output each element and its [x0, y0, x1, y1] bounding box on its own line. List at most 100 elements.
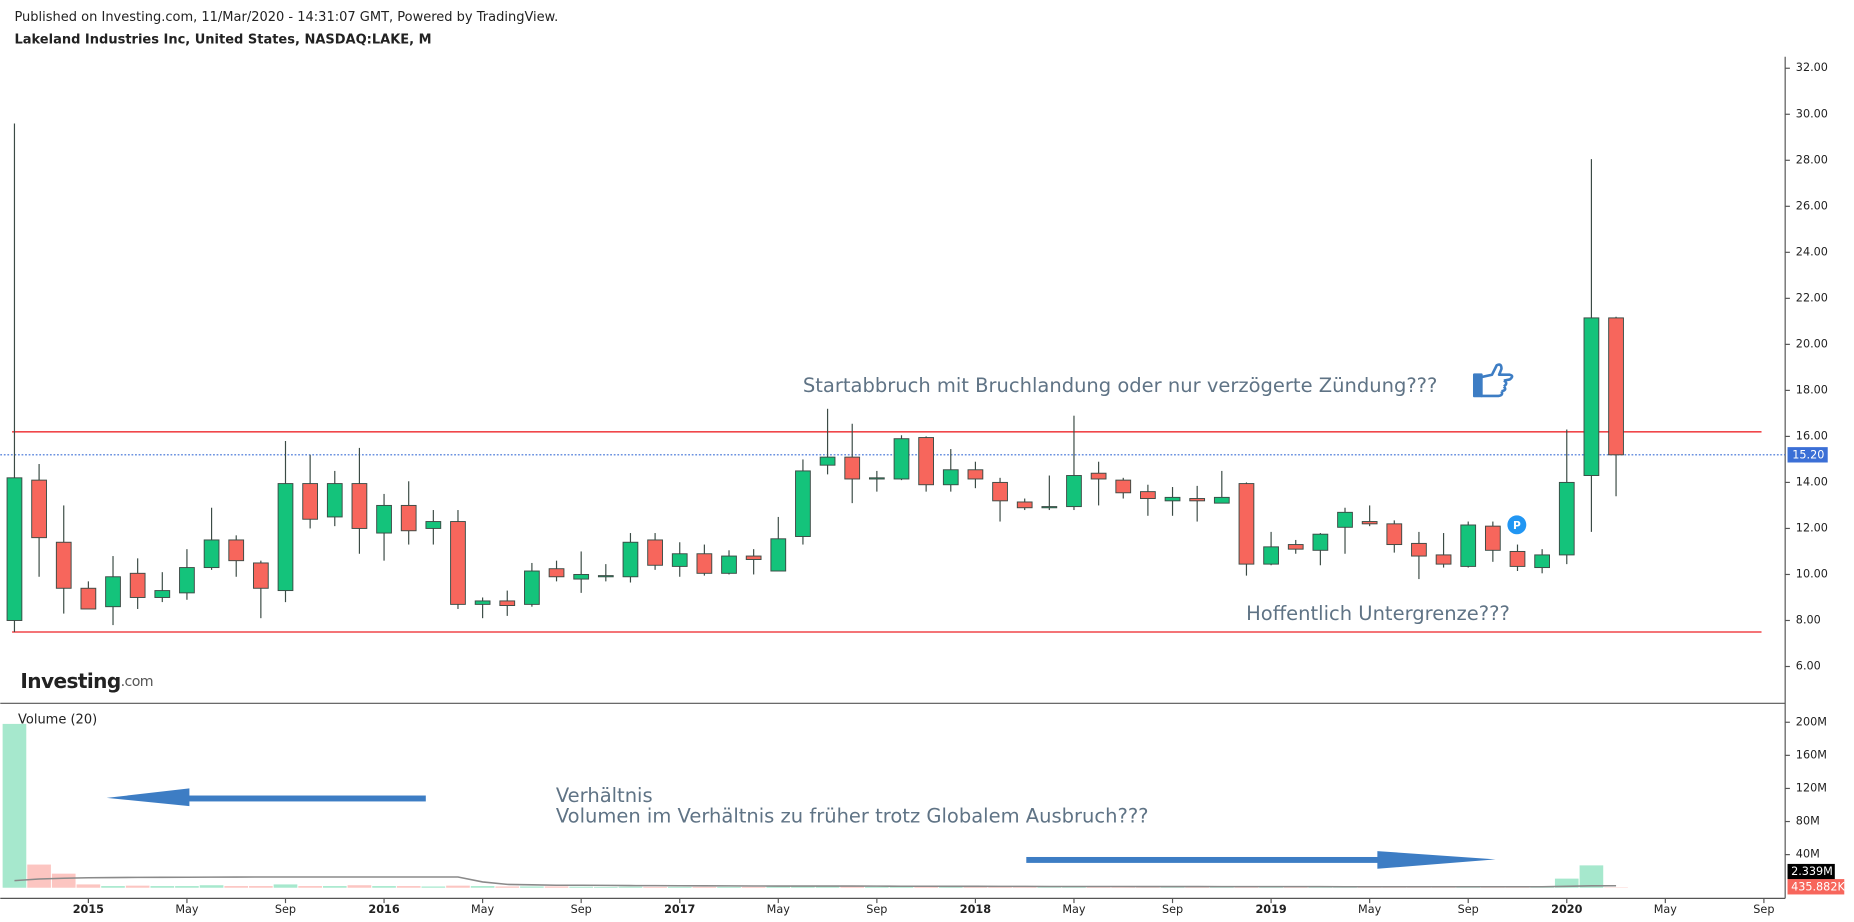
- y-tick-label: 22.00: [1796, 291, 1828, 304]
- volume-bar: [667, 886, 692, 888]
- candle-body: [1583, 317, 1600, 476]
- y-tick-label: 40M: [1796, 848, 1820, 861]
- candle-body: [1263, 546, 1279, 565]
- candle-body: [548, 568, 565, 578]
- y-tick-label: 8.00: [1796, 613, 1821, 626]
- candle-body: [1534, 554, 1550, 569]
- volume-bar: [593, 886, 618, 888]
- annotation: Startabbruch mit Bruchlandung oder nur v…: [803, 374, 1437, 397]
- candle-body: [573, 573, 590, 580]
- volume-ma-line: [14, 876, 1617, 888]
- candle-body: [252, 562, 269, 589]
- volume-bar: [815, 886, 840, 888]
- candle-body: [105, 576, 121, 608]
- candle-body: [129, 572, 146, 598]
- volume-bar: [1160, 887, 1185, 888]
- volume-bar: [470, 886, 495, 888]
- x-tick-label: 2016: [368, 903, 399, 916]
- y-tick-label: 160M: [1796, 748, 1827, 761]
- volume-bar: [938, 886, 963, 888]
- candle-body: [597, 575, 614, 578]
- volume-bar: [199, 885, 224, 888]
- y-tick-label: 10.00: [1796, 567, 1828, 580]
- candle-body: [499, 600, 516, 607]
- published-note: Published on Investing.com, 11/Mar/2020 …: [14, 10, 558, 25]
- y-tick-label: 18.00: [1796, 383, 1828, 396]
- candle-body: [425, 521, 442, 529]
- candle-body: [942, 469, 959, 486]
- x-tick-label: May: [175, 903, 199, 916]
- volume-bar: [741, 886, 766, 888]
- candle-body: [1238, 483, 1255, 565]
- y-tick-label: 14.00: [1796, 475, 1828, 488]
- candle-body: [1435, 554, 1452, 565]
- candle-body: [1386, 523, 1403, 546]
- candle-body: [1090, 472, 1107, 480]
- last-price-box: [1787, 447, 1828, 463]
- x-tick-label: May: [471, 903, 495, 916]
- candle-body: [1115, 479, 1132, 494]
- x-tick-label: 2015: [73, 903, 104, 916]
- candle-body: [967, 469, 984, 480]
- candle-body: [918, 437, 934, 486]
- candle-body: [1066, 475, 1082, 508]
- volume-bar: [988, 886, 1012, 888]
- logo-suffix: .com: [121, 674, 153, 690]
- last-volume-label: 435.882K: [1791, 880, 1845, 893]
- volume-bar: [1136, 887, 1160, 888]
- volume-bar: [347, 885, 372, 888]
- x-tick-label: May: [1062, 903, 1086, 916]
- candle-body: [1189, 498, 1206, 502]
- last-price-label: 15.20: [1792, 448, 1824, 461]
- y-tick-label: 20.00: [1796, 337, 1828, 350]
- y-tick-label: 12.00: [1796, 521, 1828, 534]
- candle-body: [474, 600, 491, 605]
- y-tick-label: 200M: [1796, 715, 1827, 728]
- x-tick-label: May: [1358, 903, 1382, 916]
- candle-body: [1558, 481, 1575, 556]
- volume-bar: [76, 884, 101, 888]
- volume-bar: [322, 886, 347, 888]
- y-tick-label: 24.00: [1796, 245, 1828, 258]
- volume-bar: [643, 886, 667, 888]
- x-tick-label: 2018: [960, 903, 991, 916]
- volume-bar: [1111, 887, 1136, 888]
- candle-body: [400, 504, 417, 532]
- volume-bar: [1579, 865, 1604, 888]
- last-volume-box: [1787, 879, 1845, 895]
- candle-body: [1164, 496, 1181, 502]
- volume-bar: [249, 886, 273, 888]
- y-tick-label: 80M: [1796, 815, 1820, 828]
- volume-bar: [125, 885, 150, 888]
- volume-bar: [175, 886, 199, 888]
- x-tick-label: Sep: [1458, 903, 1479, 916]
- volume-bar: [914, 886, 938, 888]
- y-tick-label: 28.00: [1796, 153, 1828, 166]
- candle-body: [1140, 491, 1156, 500]
- volume-bar: [569, 886, 594, 888]
- volume-bar: [224, 886, 249, 888]
- volume-bar: [1554, 878, 1579, 888]
- y-tick-label: 32.00: [1796, 61, 1828, 74]
- volume-bar: [298, 886, 322, 888]
- candle-body: [1337, 511, 1353, 528]
- candle-body: [524, 570, 540, 605]
- volume-bar: [1086, 886, 1111, 888]
- candle-body: [721, 555, 737, 574]
- volume-bar: [865, 886, 889, 888]
- p-marker: P: [1507, 515, 1527, 535]
- volume-bar: [27, 864, 51, 888]
- x-tick-label: 2020: [1551, 903, 1582, 916]
- candle-body: [647, 539, 663, 566]
- candle-body: [326, 483, 343, 518]
- volume-bar: [1012, 887, 1037, 888]
- volume-bar: [51, 873, 76, 888]
- candle-body: [351, 483, 368, 529]
- volume-bar: [421, 886, 446, 888]
- candle-body: [622, 541, 639, 578]
- candle-body: [6, 477, 23, 621]
- volume-bar: [618, 886, 643, 888]
- hand-icon: [1472, 363, 1514, 398]
- candle-body: [228, 539, 245, 562]
